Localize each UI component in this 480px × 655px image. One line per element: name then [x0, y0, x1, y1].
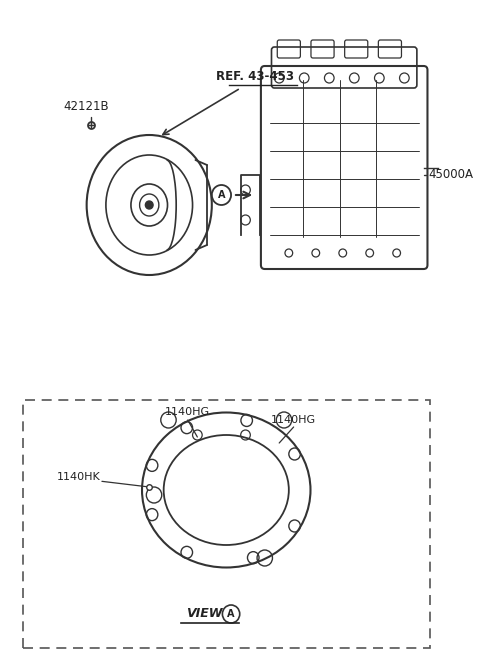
Circle shape — [145, 201, 153, 209]
Text: 1140HG: 1140HG — [165, 407, 210, 417]
Text: 1140HG: 1140HG — [271, 415, 316, 425]
Text: A: A — [228, 609, 235, 619]
Text: 45000A: 45000A — [429, 168, 473, 181]
Text: 42121B: 42121B — [64, 100, 109, 113]
Text: VIEW: VIEW — [186, 607, 222, 620]
Text: REF. 43-453: REF. 43-453 — [216, 70, 294, 83]
Text: A: A — [218, 190, 225, 200]
Text: 1140HK: 1140HK — [57, 472, 101, 482]
